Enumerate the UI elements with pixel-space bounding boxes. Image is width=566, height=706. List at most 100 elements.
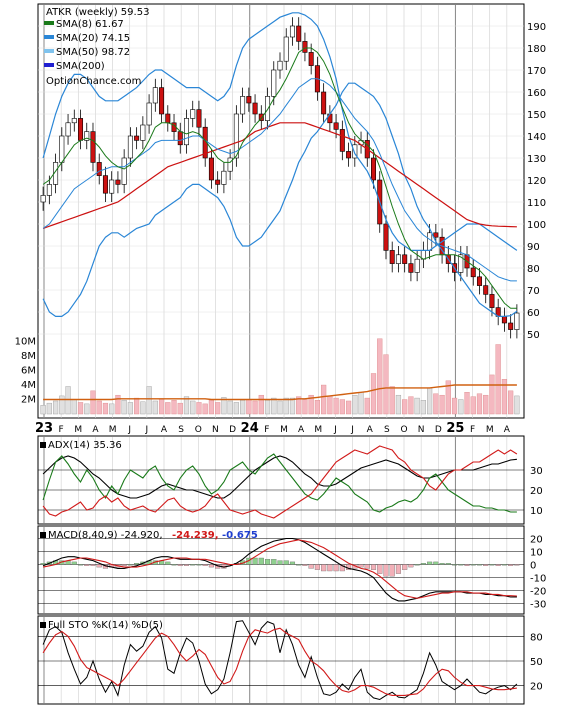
candle-body	[458, 254, 464, 273]
volume-bar	[377, 338, 383, 415]
candle-body	[414, 258, 420, 273]
macd-histogram-bar	[383, 564, 389, 577]
price-tick-label: 60	[527, 308, 540, 319]
candle-body	[346, 151, 352, 159]
volume-bar	[427, 387, 433, 415]
x-tick-label: J	[350, 425, 354, 435]
price-tick-label: 140	[527, 132, 546, 143]
macd-histogram-bar	[445, 563, 451, 565]
price-panel-frame	[37, 3, 525, 419]
candle-body	[427, 232, 433, 251]
macd-histogram-bar	[71, 561, 77, 565]
macd-histogram-bar	[177, 564, 183, 566]
macd-histogram-bar	[470, 564, 476, 566]
volume-bar	[134, 397, 140, 415]
candle-body	[159, 87, 165, 115]
volume-bar	[177, 402, 183, 415]
candle-body	[277, 60, 283, 71]
candle-body	[383, 223, 389, 251]
volume-bar	[59, 395, 65, 415]
volume-bar	[514, 395, 520, 415]
x-tick-label: M	[314, 425, 322, 435]
volume-bar	[402, 399, 408, 415]
candle-body	[190, 109, 196, 119]
candle-body	[483, 285, 489, 295]
candle-body	[40, 195, 46, 203]
sma50-label: SMA(50) 98.72	[56, 47, 130, 58]
volume-bar	[501, 379, 508, 415]
candle-body	[514, 312, 520, 330]
x-tick-label: M	[109, 425, 117, 435]
macd-histogram-bar	[165, 561, 171, 565]
x-tick-label: O	[400, 425, 407, 435]
sma20-swatch	[44, 35, 54, 39]
macd-histogram-bar	[252, 557, 258, 565]
macd-histogram-bar	[127, 564, 133, 566]
candle-body	[389, 250, 395, 264]
candle-body	[121, 157, 127, 185]
candle-body	[96, 162, 102, 176]
volume-tick-label: 4M	[21, 380, 36, 391]
x-tick-label: 25	[446, 421, 464, 436]
candle-body	[134, 135, 140, 141]
macd-tick-label: 0	[530, 561, 536, 572]
volume-bar	[271, 397, 277, 415]
volume-bar	[115, 394, 121, 415]
volume-bar	[414, 397, 420, 415]
sma8-swatch	[44, 21, 54, 25]
volume-tick-label: 6M	[21, 366, 36, 377]
adx-title: ADX(14) 35.36	[48, 440, 122, 451]
candle-body	[65, 122, 71, 137]
volume-bar	[146, 386, 152, 415]
volume-bar	[439, 394, 445, 415]
macd-line	[42, 537, 517, 602]
volume-bar	[221, 397, 227, 415]
x-tick-label: A	[92, 425, 99, 435]
sma8-label: SMA(8) 61.67	[56, 19, 124, 30]
price-legend: ATKR (weekly) 59.53 SMA(8) 61.67 SMA(20)…	[44, 7, 149, 87]
macd-histogram-bar	[90, 564, 96, 566]
macd-histogram-bar	[208, 564, 214, 568]
macd-histogram-bar	[84, 564, 90, 566]
macd-histogram-bar	[476, 564, 483, 566]
macd-histogram-bar	[370, 564, 377, 570]
sto-legend: Full STO %K(14) %D(5)	[40, 620, 163, 631]
volume-bar	[395, 394, 402, 415]
macd-histogram-bar	[389, 564, 395, 577]
volume-bar	[383, 354, 389, 415]
candle-body	[296, 25, 302, 42]
adx-swatch	[40, 442, 46, 448]
volume-bar	[339, 399, 345, 415]
candle-body	[71, 118, 77, 124]
macd-histogram-bar	[489, 564, 495, 566]
candle-body	[246, 96, 252, 104]
x-tick-label: S	[178, 425, 184, 435]
volume-bar	[302, 399, 308, 415]
macd-histogram-bar	[314, 564, 320, 570]
macd-histogram-bar	[327, 564, 333, 572]
sto-tick-label: 50	[530, 657, 543, 668]
volume-bar	[370, 373, 377, 415]
volume-bar	[476, 393, 483, 415]
volume-bar	[208, 400, 215, 415]
candle-body	[265, 96, 271, 121]
macd-histogram-bar	[439, 563, 445, 565]
volume-bar	[451, 397, 458, 415]
macd-histogram-bar	[395, 564, 401, 574]
indicator-lines	[40, 12, 520, 701]
macd-histogram-bar	[420, 563, 426, 565]
sma50-swatch	[44, 49, 54, 53]
volume-bar	[458, 399, 464, 415]
volume-bar	[227, 400, 233, 415]
macd-histogram-bar	[134, 563, 140, 565]
price-tick-label: 150	[527, 110, 546, 121]
volume-bar	[40, 405, 46, 415]
volume-bar	[152, 400, 158, 415]
macd-signal-line	[42, 539, 517, 599]
price-tick-label: 180	[527, 44, 546, 55]
candle-body	[308, 52, 314, 66]
macd-tick-label: -20	[530, 587, 546, 598]
volume-tick-label: 10M	[15, 337, 36, 348]
adx-tick-label: 30	[530, 466, 543, 477]
